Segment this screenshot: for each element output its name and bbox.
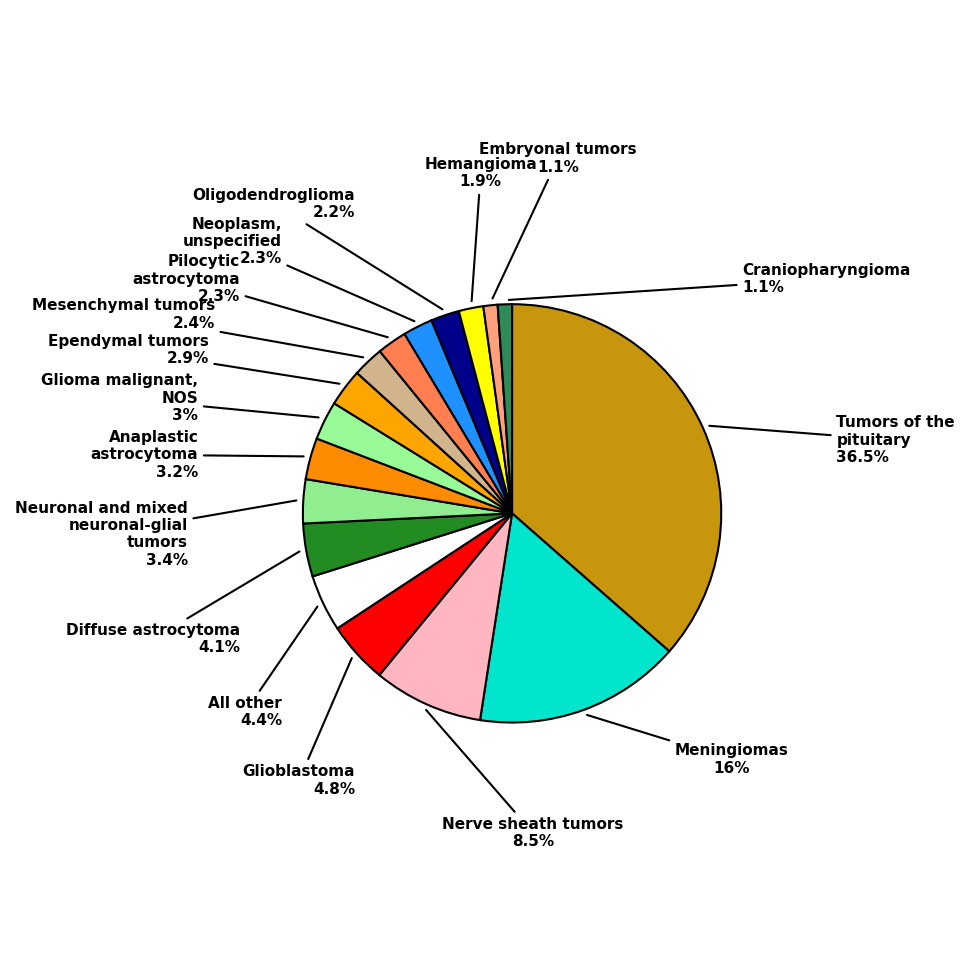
Text: Anaplastic
astrocytoma
3.2%: Anaplastic astrocytoma 3.2% [90, 430, 303, 480]
Text: All other
4.4%: All other 4.4% [208, 606, 317, 728]
Wedge shape [512, 305, 721, 652]
Wedge shape [483, 305, 512, 514]
Wedge shape [497, 305, 512, 514]
Text: Hemangioma
1.9%: Hemangioma 1.9% [423, 157, 537, 301]
Wedge shape [458, 307, 512, 514]
Text: Meningiomas
16%: Meningiomas 16% [586, 715, 788, 776]
Text: Nerve sheath tumors
8.5%: Nerve sheath tumors 8.5% [425, 710, 623, 849]
Wedge shape [303, 514, 512, 576]
Wedge shape [317, 403, 512, 514]
Text: Neoplasm,
unspecified
2.3%: Neoplasm, unspecified 2.3% [183, 217, 414, 321]
Text: Mesenchymal tumors
2.4%: Mesenchymal tumors 2.4% [32, 299, 363, 358]
Text: Glioma malignant,
NOS
3%: Glioma malignant, NOS 3% [42, 373, 318, 423]
Wedge shape [305, 439, 512, 514]
Text: Craniopharyngioma
1.1%: Craniopharyngioma 1.1% [509, 263, 910, 300]
Wedge shape [302, 479, 512, 523]
Text: Glioblastoma
4.8%: Glioblastoma 4.8% [242, 658, 355, 797]
Wedge shape [312, 514, 512, 629]
Text: Diffuse astrocytoma
4.1%: Diffuse astrocytoma 4.1% [66, 551, 299, 656]
Text: Embryonal tumors
1.1%: Embryonal tumors 1.1% [479, 142, 637, 299]
Wedge shape [337, 514, 512, 675]
Wedge shape [404, 320, 512, 514]
Text: Ependymal tumors
2.9%: Ependymal tumors 2.9% [47, 334, 339, 384]
Wedge shape [431, 311, 512, 514]
Text: Pilocytic
astrocytoma
2.3%: Pilocytic astrocytoma 2.3% [133, 254, 388, 337]
Text: Tumors of the
pituitary
36.5%: Tumors of the pituitary 36.5% [708, 415, 953, 465]
Wedge shape [334, 373, 512, 514]
Text: Neuronal and mixed
neuronal-glial
tumors
3.4%: Neuronal and mixed neuronal-glial tumors… [16, 500, 297, 568]
Wedge shape [380, 334, 512, 514]
Text: Oligodendroglioma
2.2%: Oligodendroglioma 2.2% [193, 188, 442, 309]
Wedge shape [379, 514, 512, 720]
Wedge shape [357, 351, 512, 514]
Wedge shape [480, 514, 669, 723]
